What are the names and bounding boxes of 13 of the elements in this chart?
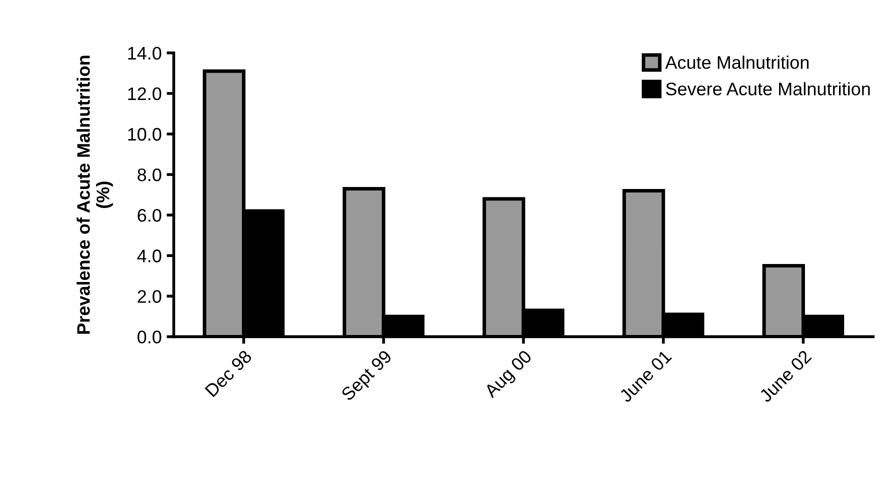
y-tick-label: 2.0 bbox=[138, 290, 162, 303]
x-tick-label: Dec 98 bbox=[204, 349, 253, 398]
y-tick-label: 12.0 bbox=[128, 87, 162, 100]
y-tick-label: 10.0 bbox=[128, 128, 162, 141]
y-tick-label: 14.0 bbox=[128, 46, 162, 60]
y-tick-label: 4.0 bbox=[137, 250, 162, 262]
y-tick-label: 6.0 bbox=[138, 209, 162, 222]
legend-label: Severe Acute Malnutrition bbox=[666, 82, 870, 96]
y-tick-label: 8.0 bbox=[138, 168, 162, 182]
y-axis-title: Prevalence of Acute Malnutrition (%) bbox=[76, 56, 113, 334]
x-tick-label: Aug 00 bbox=[483, 349, 535, 401]
y-tick-label: 0.0 bbox=[138, 330, 162, 344]
legend-label: Acute Malnutrition bbox=[665, 56, 809, 69]
